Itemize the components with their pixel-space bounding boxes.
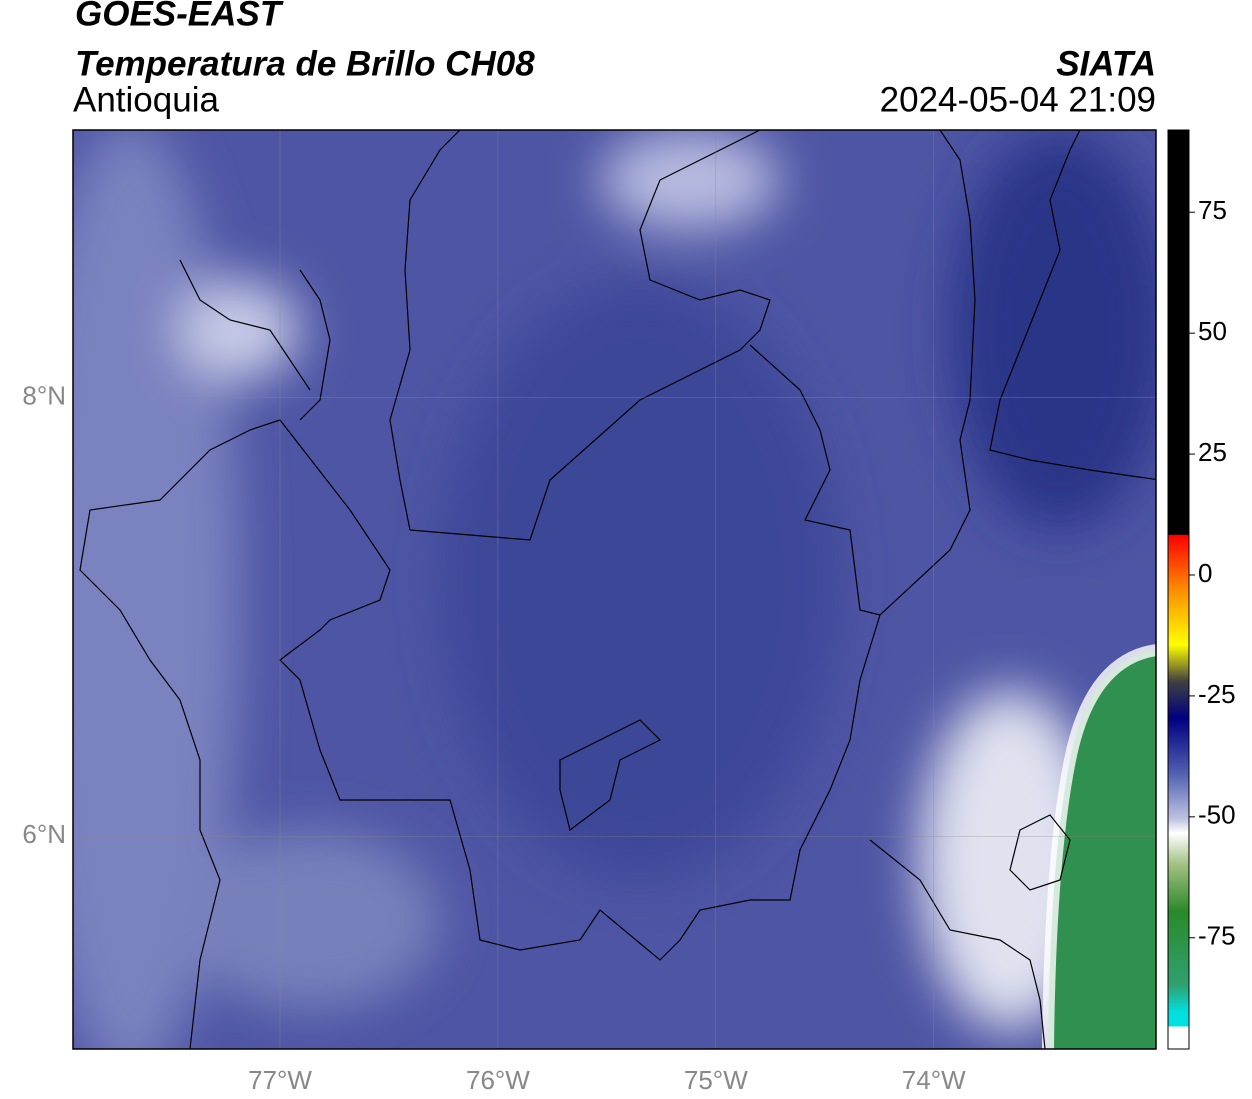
colorbar-tick-label: 75 bbox=[1198, 195, 1227, 225]
map-image bbox=[73, 130, 1156, 1049]
x-tick-label: 74°W bbox=[902, 1065, 966, 1095]
datetime: 2024-05-04 21:09 bbox=[880, 80, 1156, 119]
colorbar-tick-label: -50 bbox=[1198, 800, 1236, 830]
grid bbox=[73, 130, 1156, 1049]
x-tick-label: 77°W bbox=[248, 1065, 312, 1095]
brand: SIATA bbox=[1056, 44, 1156, 83]
colorbar-tick-label: 0 bbox=[1198, 558, 1212, 588]
colorbar bbox=[1167, 129, 1190, 1050]
colorbar-tick-label: 50 bbox=[1198, 316, 1227, 346]
colorbar-tick-label: 25 bbox=[1198, 437, 1227, 467]
x-tick-label: 75°W bbox=[684, 1065, 748, 1095]
boundaries bbox=[79, 130, 1156, 1049]
region: Antioquia bbox=[73, 80, 219, 119]
x-tick-label: 76°W bbox=[466, 1065, 530, 1095]
colorbar-tick-label: -75 bbox=[1198, 921, 1236, 951]
map-frame bbox=[72, 129, 1157, 1050]
colorbar-ticks: -75 -50 -25 0 25 50 75 bbox=[1189, 195, 1236, 951]
title: Temperatura de Brillo CH08 bbox=[75, 44, 535, 83]
y-tick-label: 8°N bbox=[22, 380, 66, 410]
colorbar-tick-label: -25 bbox=[1198, 679, 1236, 709]
source: GOES-EAST bbox=[75, 0, 284, 33]
y-tick-label: 6°N bbox=[22, 819, 66, 849]
